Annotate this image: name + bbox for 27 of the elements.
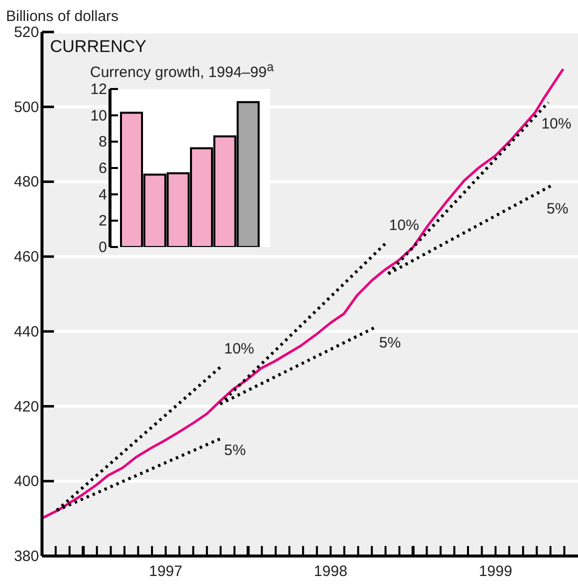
y-tick-label: 400 [14, 473, 39, 490]
y-tick-label: 520 [14, 24, 39, 41]
annotation: 10% [224, 340, 254, 358]
annotation: 5% [224, 442, 246, 459]
y-tick-label: 460 [14, 248, 39, 266]
y-tick-label: 4 [98, 186, 107, 204]
y-tick-label: 0 [98, 239, 107, 256]
chart-title: Currency growth, 1994–99$^{a}$ [90, 60, 274, 81]
y-tick-label: 480 [14, 174, 39, 191]
annotation: 5% [546, 200, 568, 218]
y-tick-label: 10 [90, 107, 107, 124]
y-tick-label: 12 [90, 81, 107, 98]
y-tick-label: 420 [14, 398, 39, 416]
x-tick-label: 1999 [478, 563, 512, 580]
y-tick-label: 500 [14, 98, 39, 116]
y-axis-title: Billions of dollars [6, 8, 119, 25]
y-tick-label: 8 [98, 134, 107, 151]
y-tick-label: 2 [98, 212, 107, 230]
chart-title: CURRENCY [50, 37, 146, 57]
x-tick-label: 1998 [314, 563, 348, 580]
y-tick-label: 380 [14, 548, 39, 565]
annotation: 5% [379, 334, 401, 352]
y-tick-label: 6 [98, 160, 107, 177]
annotation: 10% [389, 216, 420, 234]
annotation: 10% [541, 115, 572, 132]
x-tick-label: 1997 [149, 563, 182, 580]
y-tick-label: 440 [14, 323, 39, 340]
